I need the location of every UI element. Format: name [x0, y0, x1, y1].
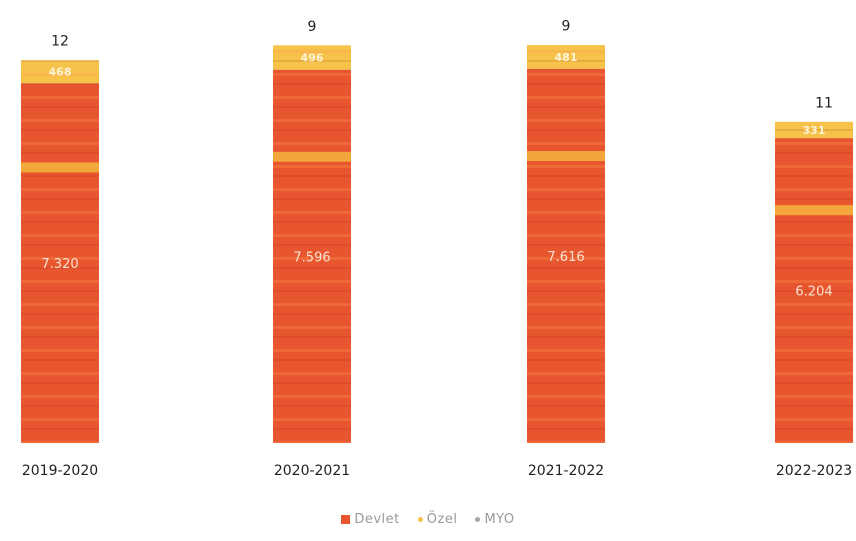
data-label-devlet-2020-2021: 7.596: [293, 250, 330, 265]
legend-label-myo: MYO: [484, 512, 515, 527]
data-label-myo-2022-2023: 11: [815, 95, 833, 111]
bar-highlight-band-2021-2022: [527, 151, 605, 162]
data-label-myo-2020-2021: 9: [308, 19, 317, 35]
data-label-devlet-2021-2022: 7.616: [547, 250, 584, 265]
bar-texture--zel-2021-2022: [527, 45, 605, 69]
bar-texture--zel-2020-2021: [273, 45, 351, 70]
bar-texture-devlet-2019-2020: [21, 83, 99, 443]
x-tick-label-2021-2022: 2021-2022: [528, 463, 604, 479]
legend-swatch-devlet: [341, 515, 351, 524]
legend-item-ozel: Özel: [417, 512, 458, 527]
bar-texture-devlet-2020-2021: [273, 69, 351, 443]
legend: Devlet Özel MYO: [0, 512, 856, 527]
data-label-devlet-2019-2020: 7.320: [41, 257, 78, 272]
legend-swatch-ozel: [417, 517, 423, 522]
data-label-myo-2019-2020: 12: [51, 34, 69, 50]
bar-highlight-band-2020-2021: [273, 151, 351, 162]
data-label-devlet-2022-2023: 6.204: [795, 285, 832, 300]
bar-highlight-band-2019-2020: [21, 162, 99, 173]
legend-item-myo: MYO: [475, 512, 514, 527]
data-label-myo-2021-2022: 9: [562, 19, 571, 35]
data-label-ozel-2020-2021: 496: [301, 51, 324, 64]
bar-texture-devlet-2022-2023: [775, 138, 853, 443]
x-tick-label-2020-2021: 2020-2021: [274, 463, 350, 479]
x-tick-label-2019-2020: 2019-2020: [22, 463, 98, 479]
bar-texture--zel-2019-2020: [21, 60, 99, 84]
data-label-ozel-2021-2022: 481: [555, 51, 578, 64]
bar-texture-devlet-2021-2022: [527, 68, 605, 443]
legend-swatch-myo: [475, 517, 481, 522]
legend-label-ozel: Özel: [426, 512, 458, 527]
legend-label-devlet: Devlet: [354, 512, 400, 527]
bar-texture--zel-2022-2023: [775, 121, 853, 139]
x-tick-label-2022-2023: 2022-2023: [776, 463, 852, 479]
legend-item-devlet: Devlet: [341, 512, 399, 527]
bar-highlight-band-2022-2023: [775, 205, 853, 216]
data-label-ozel-2019-2020: 468: [49, 66, 72, 79]
data-label-ozel-2022-2023: 331: [803, 124, 826, 137]
